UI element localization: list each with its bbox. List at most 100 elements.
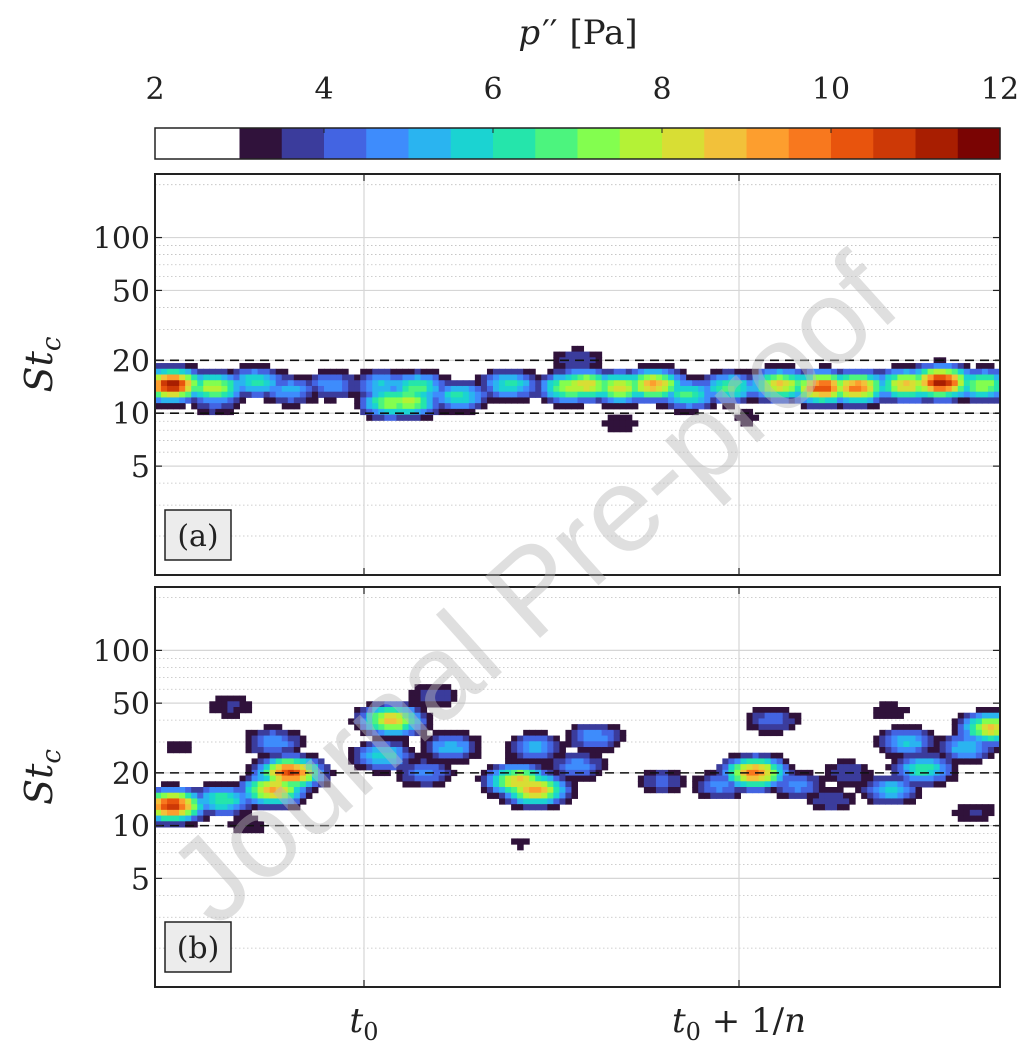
heatmap-cell	[523, 380, 530, 387]
heatmap-cell	[903, 368, 910, 375]
heatmap-cell	[957, 758, 965, 765]
heatmap-cell	[239, 787, 247, 794]
heatmap-cell	[486, 775, 494, 782]
heatmap-cell	[384, 758, 391, 765]
heatmap-cell	[571, 374, 578, 381]
heatmap-cell	[535, 758, 542, 765]
heatmap-cell	[897, 775, 904, 782]
heatmap-cell	[818, 804, 826, 811]
heatmap-cell	[873, 385, 880, 393]
heatmap-cell	[752, 374, 760, 381]
heatmap-cell	[867, 403, 874, 410]
heatmap-cell	[227, 809, 234, 817]
heatmap-cell	[674, 380, 681, 387]
heatmap-cell	[426, 403, 434, 410]
heatmap-cell	[324, 374, 331, 381]
heatmap-cell	[432, 764, 440, 771]
heatmap-cell	[963, 752, 971, 759]
heatmap-cell	[915, 758, 923, 765]
heatmap-cell	[438, 781, 446, 788]
heatmap-cell	[788, 380, 796, 387]
heatmap-cell	[390, 758, 397, 765]
heatmap-cell	[957, 752, 965, 759]
heatmap-cell	[432, 741, 440, 748]
heatmap-cell	[855, 380, 862, 387]
heatmap-cell	[758, 752, 766, 759]
heatmap-cell	[975, 758, 983, 765]
heatmap-cell	[577, 764, 585, 771]
heatmap-cell	[589, 380, 597, 387]
heatmap-cell	[390, 764, 397, 771]
heatmap-cell	[305, 787, 313, 794]
heatmap-cell	[251, 363, 259, 370]
heatmap-cell	[505, 798, 512, 805]
heatmap-cell	[505, 764, 512, 771]
heatmap-cell	[432, 752, 440, 759]
heatmap-cell	[245, 735, 253, 742]
heatmap-cell	[559, 397, 566, 404]
heatmap-cell	[378, 380, 385, 387]
heatmap-cell	[275, 775, 283, 782]
heatmap-cell	[311, 385, 319, 393]
heatmap-cell	[167, 792, 174, 799]
heatmap-cell	[541, 380, 548, 387]
heatmap-cell	[450, 403, 458, 410]
heatmap-cell	[281, 792, 289, 799]
heatmap-cell	[770, 707, 778, 714]
colorbar-cell	[662, 128, 705, 159]
heatmap-cell	[824, 391, 832, 398]
heatmap-cell	[432, 695, 440, 702]
heatmap-cell	[909, 781, 916, 788]
heatmap-cell	[861, 391, 868, 398]
heatmap-cell	[957, 735, 965, 742]
heatmap-cell	[257, 391, 265, 398]
heatmap-cell	[541, 758, 548, 765]
heatmap-cell	[474, 735, 482, 742]
heatmap-cell	[444, 695, 452, 702]
heatmap-cell	[643, 769, 651, 777]
heatmap-cell	[499, 775, 506, 782]
heatmap-cell	[969, 397, 977, 404]
heatmap-cell	[571, 758, 578, 765]
heatmap-cell	[716, 391, 723, 398]
heatmap-cell	[263, 758, 271, 765]
heatmap-cell	[372, 747, 379, 754]
heatmap-cell	[927, 735, 935, 742]
heatmap-cell	[161, 787, 168, 794]
heatmap-cell	[625, 368, 633, 375]
heatmap-cell	[891, 787, 898, 794]
heatmap-cell	[523, 775, 530, 782]
heatmap-cell	[843, 397, 850, 404]
heatmap-cell	[951, 752, 959, 759]
heatmap-cell	[867, 385, 874, 393]
y-axis-label: Stc	[17, 336, 67, 392]
heatmap-cell	[287, 391, 295, 398]
heatmap-cell	[957, 804, 965, 811]
heatmap-cell	[993, 724, 1000, 731]
heatmap-cell	[643, 397, 651, 404]
heatmap-cell	[167, 363, 174, 370]
heatmap-cell	[402, 775, 409, 782]
heatmap-cell	[583, 764, 591, 771]
heatmap-cell	[945, 397, 953, 404]
heatmap-cell	[921, 735, 929, 742]
heatmap-cell	[770, 718, 778, 725]
heatmap-cell	[155, 403, 162, 410]
heatmap-cell	[680, 391, 687, 398]
heatmap-cell	[257, 752, 265, 759]
heatmap-cell	[776, 792, 784, 799]
heatmap-cell	[565, 792, 572, 799]
heatmap-cell	[945, 735, 953, 742]
heatmap-cell	[879, 701, 886, 708]
heatmap-cell	[903, 385, 910, 393]
heatmap-cell	[432, 758, 440, 765]
heatmap-cell	[758, 385, 766, 393]
heatmap-cell	[426, 368, 434, 375]
heatmap-cell	[486, 385, 494, 393]
heatmap-cell	[613, 385, 621, 393]
heatmap-cell	[559, 363, 566, 370]
heatmap-cell	[625, 426, 633, 433]
heatmap-cell	[257, 792, 265, 799]
heatmap-cell	[849, 397, 856, 404]
heatmap-cell	[293, 729, 301, 737]
